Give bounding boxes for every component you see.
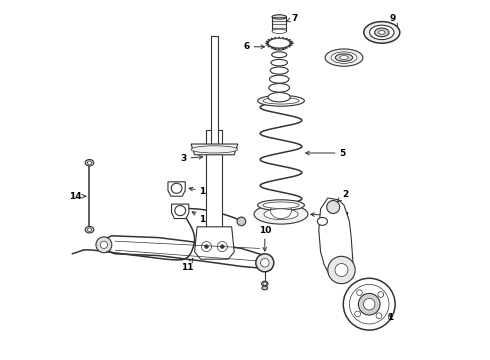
Text: 5: 5 bbox=[306, 149, 345, 158]
Ellipse shape bbox=[258, 95, 304, 106]
Text: 14: 14 bbox=[69, 192, 86, 201]
Polygon shape bbox=[168, 182, 185, 196]
Ellipse shape bbox=[262, 281, 268, 286]
Text: 11: 11 bbox=[181, 258, 194, 272]
Circle shape bbox=[237, 217, 245, 226]
Ellipse shape bbox=[331, 52, 357, 63]
Ellipse shape bbox=[379, 31, 385, 34]
Ellipse shape bbox=[263, 98, 299, 104]
Text: 3: 3 bbox=[181, 154, 203, 163]
Circle shape bbox=[343, 278, 395, 330]
Ellipse shape bbox=[340, 56, 348, 60]
Ellipse shape bbox=[262, 286, 268, 290]
Text: 9: 9 bbox=[390, 14, 397, 27]
Text: 13: 13 bbox=[189, 187, 212, 196]
Ellipse shape bbox=[270, 75, 289, 83]
Circle shape bbox=[327, 201, 340, 213]
Ellipse shape bbox=[264, 209, 298, 220]
Text: 1: 1 bbox=[387, 313, 393, 322]
Bar bbox=[211, 36, 218, 144]
Text: 2: 2 bbox=[338, 190, 348, 202]
Text: 6: 6 bbox=[244, 42, 265, 51]
Text: 8: 8 bbox=[356, 54, 362, 63]
Ellipse shape bbox=[268, 93, 291, 102]
Ellipse shape bbox=[270, 67, 288, 74]
Bar bbox=[272, 17, 286, 31]
Ellipse shape bbox=[258, 200, 304, 211]
Circle shape bbox=[205, 245, 208, 248]
Ellipse shape bbox=[271, 52, 287, 58]
Ellipse shape bbox=[191, 146, 238, 153]
Bar bbox=[206, 130, 222, 227]
Text: 7: 7 bbox=[287, 14, 297, 23]
Text: 4: 4 bbox=[311, 212, 349, 220]
Ellipse shape bbox=[87, 228, 92, 231]
Ellipse shape bbox=[85, 226, 94, 233]
Text: 10: 10 bbox=[259, 226, 271, 251]
Ellipse shape bbox=[272, 29, 286, 33]
Ellipse shape bbox=[272, 15, 286, 19]
Ellipse shape bbox=[374, 28, 389, 37]
Circle shape bbox=[220, 245, 224, 248]
Ellipse shape bbox=[318, 217, 327, 225]
Circle shape bbox=[256, 254, 274, 272]
Polygon shape bbox=[99, 236, 267, 268]
Ellipse shape bbox=[85, 159, 94, 166]
Polygon shape bbox=[172, 204, 189, 219]
Circle shape bbox=[328, 256, 355, 284]
Ellipse shape bbox=[269, 39, 290, 48]
Ellipse shape bbox=[325, 49, 363, 66]
Circle shape bbox=[358, 293, 380, 315]
Ellipse shape bbox=[254, 204, 308, 224]
Circle shape bbox=[100, 241, 107, 248]
Polygon shape bbox=[195, 227, 234, 259]
Circle shape bbox=[261, 258, 269, 267]
Circle shape bbox=[335, 264, 348, 276]
Ellipse shape bbox=[271, 59, 288, 66]
Ellipse shape bbox=[364, 22, 400, 43]
Ellipse shape bbox=[263, 202, 299, 208]
Polygon shape bbox=[319, 198, 353, 281]
Circle shape bbox=[364, 298, 375, 310]
Ellipse shape bbox=[369, 25, 394, 40]
Ellipse shape bbox=[269, 84, 290, 92]
Circle shape bbox=[96, 237, 112, 253]
Polygon shape bbox=[191, 144, 238, 155]
Ellipse shape bbox=[335, 54, 353, 62]
Text: 12: 12 bbox=[192, 212, 212, 224]
Ellipse shape bbox=[87, 161, 92, 164]
Ellipse shape bbox=[272, 45, 286, 50]
Ellipse shape bbox=[263, 282, 267, 285]
